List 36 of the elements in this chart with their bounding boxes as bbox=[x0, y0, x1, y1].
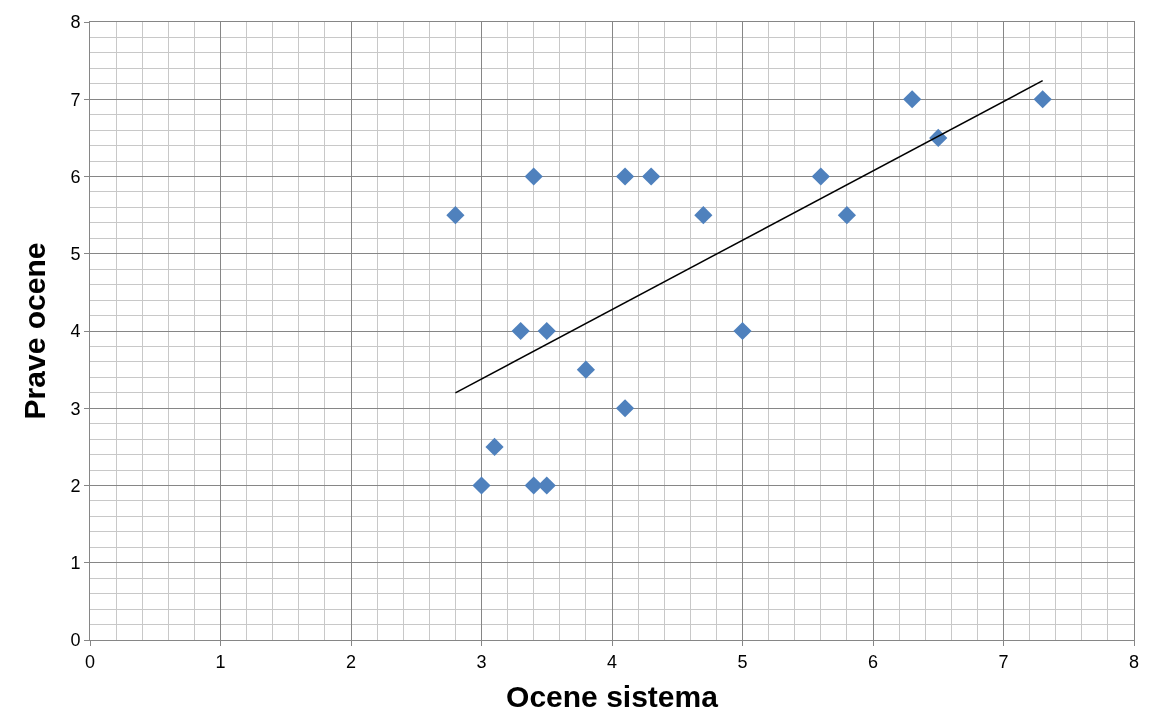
y-tick-label: 3 bbox=[70, 398, 81, 419]
y-tick-label: 5 bbox=[70, 244, 81, 265]
x-tick-label: 8 bbox=[1128, 651, 1140, 672]
y-tick-label: 4 bbox=[70, 321, 81, 342]
point bbox=[446, 206, 465, 225]
x-tick-label: 7 bbox=[998, 651, 1009, 672]
y-tick-label: 1 bbox=[70, 553, 81, 574]
y-tick-label: 2 bbox=[70, 475, 81, 496]
point bbox=[485, 437, 504, 456]
y-tick-label: 0 bbox=[70, 630, 81, 651]
point bbox=[615, 167, 635, 186]
y-tick-label: 7 bbox=[70, 89, 81, 110]
point bbox=[694, 206, 713, 225]
point bbox=[733, 321, 752, 341]
y-axis-title: Prave ocene bbox=[18, 242, 52, 420]
point bbox=[1033, 90, 1052, 109]
point bbox=[837, 206, 856, 225]
x-tick-label: 4 bbox=[606, 651, 618, 672]
x-axis-title: Ocene sistema bbox=[506, 680, 719, 714]
point bbox=[576, 360, 595, 379]
y-tick-label: 6 bbox=[70, 166, 81, 187]
x-tick-label: 6 bbox=[867, 651, 879, 672]
x-tick-label: 0 bbox=[84, 651, 96, 672]
x-tick-label: 2 bbox=[345, 651, 357, 672]
point bbox=[511, 321, 530, 341]
point bbox=[472, 476, 491, 495]
point bbox=[537, 321, 556, 341]
point bbox=[811, 167, 830, 186]
y-tick-label: 8 bbox=[70, 12, 81, 33]
point bbox=[642, 167, 661, 186]
point bbox=[615, 399, 635, 418]
x-tick-label: 3 bbox=[476, 651, 487, 672]
x-tick-label: 1 bbox=[215, 651, 226, 672]
point bbox=[903, 90, 922, 109]
x-tick-label: 5 bbox=[737, 651, 748, 672]
point bbox=[524, 167, 543, 186]
